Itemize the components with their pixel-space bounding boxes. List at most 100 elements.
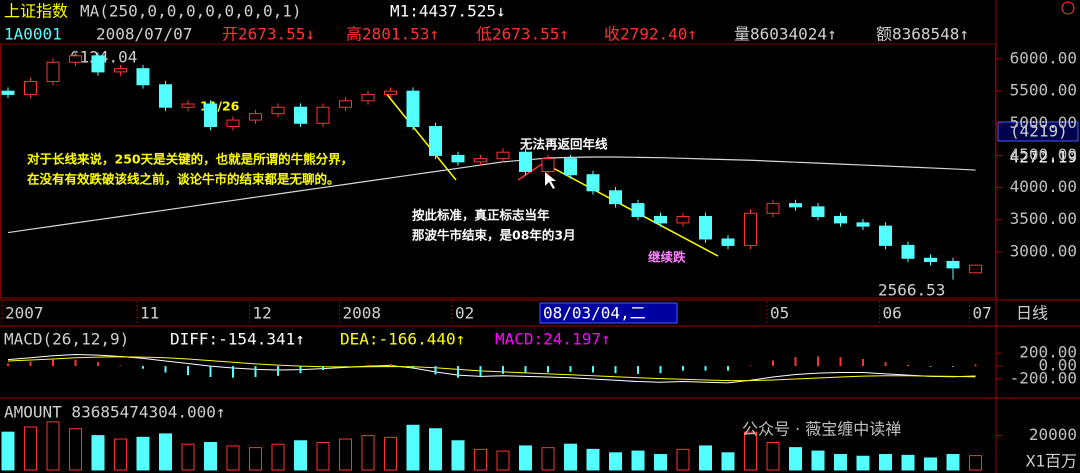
candle-body — [631, 203, 645, 217]
amount-bar — [136, 436, 150, 471]
amount-bar — [384, 436, 397, 471]
x-tick-label: 05 — [770, 304, 789, 323]
annotation: 对于长线来说，250天是关键的，也就是所谓的牛熊分界， — [27, 152, 353, 167]
y-tick-label: 3000.00 — [1010, 241, 1077, 260]
y-tick-label: 200.00 — [1019, 343, 1077, 362]
candle-body — [271, 106, 285, 115]
annotation: 那波牛市结束，是08年的3月 — [412, 228, 576, 243]
indicator: MA(250,0,0,0,0,0,0,0,1) — [80, 2, 302, 21]
open: 开2673.55↓ — [222, 25, 315, 44]
candle-body — [834, 215, 847, 224]
candle-body — [159, 84, 172, 108]
candle-body — [361, 93, 375, 102]
candle-body — [181, 103, 195, 108]
trend-line — [384, 91, 457, 181]
y-tick-label: 6000.00 — [1010, 49, 1077, 68]
amount-bar — [924, 457, 937, 471]
candle-body — [69, 55, 82, 63]
watermark: 公众号 · 薇宝缠中读禅 — [742, 420, 901, 439]
volume: 量86034024↑ — [734, 25, 837, 44]
amount-bar — [609, 452, 622, 471]
trough-label: 2566.53 — [878, 281, 945, 300]
amount-bar — [789, 447, 802, 471]
candle-body — [519, 151, 532, 172]
amount-bar — [541, 447, 555, 471]
y-tick-label: 20000 — [1029, 425, 1077, 444]
legend-entry: DEA:-166.440↑ — [340, 330, 465, 349]
amount-bar — [361, 435, 375, 471]
high: 高2801.53↑ — [346, 25, 439, 44]
amount-bar — [339, 438, 352, 471]
amount-bar — [676, 448, 690, 471]
amount-bar — [181, 443, 195, 471]
candle-body — [879, 225, 892, 246]
candle-body — [46, 61, 60, 83]
candle-body — [226, 119, 240, 128]
amount-bar — [519, 445, 532, 471]
amount-bar — [294, 440, 307, 471]
close: 收2792.40↑ — [604, 25, 697, 44]
candle-body — [1, 90, 15, 95]
candle-body — [811, 206, 825, 217]
period-tab[interactable]: 日线 — [1016, 304, 1048, 323]
candle-body — [744, 212, 757, 246]
candle-body — [564, 158, 577, 176]
candle-body — [789, 203, 802, 208]
candle-body — [91, 55, 105, 73]
y-tick-label: -200.00 — [1010, 368, 1077, 387]
candle-body — [496, 151, 510, 160]
legend-entry: DIFF:-154.341↑ — [170, 330, 305, 349]
cursor — [545, 172, 556, 189]
amount-bar — [721, 452, 735, 471]
candle-body — [901, 244, 915, 259]
amount-bar — [474, 448, 487, 471]
macd-title: MACD(26,12,9) — [4, 330, 129, 349]
candle-body — [946, 260, 960, 269]
annotation: 在没有有效跌破该线之前，谈论牛市的结束都是无聊的。 — [27, 172, 340, 187]
candle-body — [294, 106, 307, 124]
candle-body — [384, 90, 397, 95]
annotation: 继续跌 — [648, 250, 686, 265]
amount-bar — [271, 443, 285, 471]
amount-bar — [811, 450, 825, 471]
candle-body — [721, 238, 735, 246]
amount-bar — [631, 450, 645, 471]
candle-body — [766, 203, 780, 214]
close-icon[interactable] — [1061, 1, 1075, 15]
candle-body — [699, 215, 712, 240]
candle-body — [609, 190, 622, 205]
amount-bar — [856, 455, 870, 471]
candle-body — [541, 158, 555, 172]
code: 1A0001 — [4, 25, 62, 44]
low: 低2673.55↑ — [476, 25, 569, 44]
candle-body — [24, 81, 37, 95]
candle-body — [924, 257, 937, 262]
macd-line — [7, 354, 976, 384]
candle-body — [474, 158, 487, 163]
candle-body — [969, 264, 982, 274]
amount-bar — [451, 440, 465, 471]
candle-body — [249, 113, 262, 121]
amount-title: AMOUNT 83685474304.000↑ — [4, 403, 226, 422]
amount-bar — [901, 454, 915, 471]
cursor-date-box — [539, 302, 678, 324]
candle-body — [204, 103, 217, 128]
date: 2008/07/07 — [96, 25, 192, 44]
y-tick-label: 3500.00 — [1010, 209, 1077, 228]
amount-bar — [744, 431, 757, 471]
amount-bar — [406, 424, 420, 471]
y-tick-label: 4000.00 — [1010, 177, 1077, 196]
annotation: 无法再返回年线 — [519, 137, 608, 152]
candle-body — [856, 222, 870, 227]
amount-bar — [159, 433, 172, 471]
candle-body — [316, 106, 330, 124]
candle-body — [406, 90, 420, 128]
amount-bar — [654, 454, 667, 471]
amount-bar — [564, 443, 577, 471]
amount-bar — [586, 448, 600, 471]
macd-line — [7, 356, 976, 382]
annotation: 按此标准，真正标志当年 — [412, 208, 550, 223]
x-tick-label: 12 — [253, 304, 272, 323]
ma-line — [7, 156, 976, 234]
